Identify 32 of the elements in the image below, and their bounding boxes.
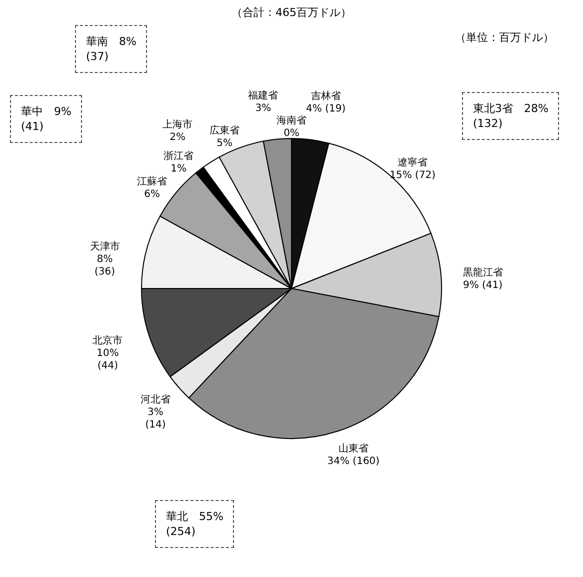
- data-label: 6%: [144, 188, 160, 200]
- data-label: 9% (41): [462, 280, 503, 292]
- text: 華北 55% (254): [155, 500, 234, 548]
- slice-label: 江蘇省: [137, 175, 168, 188]
- data-label: 3%: [255, 102, 272, 114]
- data-label: 2%: [170, 132, 186, 144]
- text: 華南 8% (37): [75, 25, 148, 73]
- data-label: 10% (44): [96, 348, 119, 372]
- chart-title: （合計：465百万ドル）: [232, 6, 352, 19]
- data-label: 3% (14): [145, 407, 166, 431]
- slice-label: 広東省: [210, 124, 240, 136]
- data-label: 1%: [170, 163, 186, 174]
- slice-label: 黒龍江省: [462, 266, 503, 279]
- category-label: 海南省: [276, 116, 306, 126]
- slice-label: 山東省: [338, 442, 368, 454]
- text: （単位：百万ドル）: [455, 30, 554, 45]
- slice-label: 上海市: [162, 118, 193, 131]
- slice-label: 河北省: [140, 394, 170, 406]
- slice-label: 天津市: [90, 240, 120, 253]
- data-label: 5%: [216, 138, 233, 149]
- data-label: 15% (72): [390, 170, 436, 181]
- slice-label: 北京市: [92, 334, 123, 346]
- slice-label: 浙江省: [164, 150, 194, 162]
- data-label: 34% (160): [327, 456, 380, 467]
- text: 東北3省 28% (132): [462, 92, 560, 140]
- slice-label: 福建省: [248, 89, 278, 102]
- text: 0%: [284, 128, 300, 139]
- slice-label: 遼寧省: [398, 156, 428, 168]
- data-label: 8% (36): [94, 254, 116, 278]
- slice-label: 吉林省: [310, 90, 341, 102]
- text: 華中 9% (41): [10, 95, 82, 143]
- data-label: 4% (19): [306, 104, 346, 115]
